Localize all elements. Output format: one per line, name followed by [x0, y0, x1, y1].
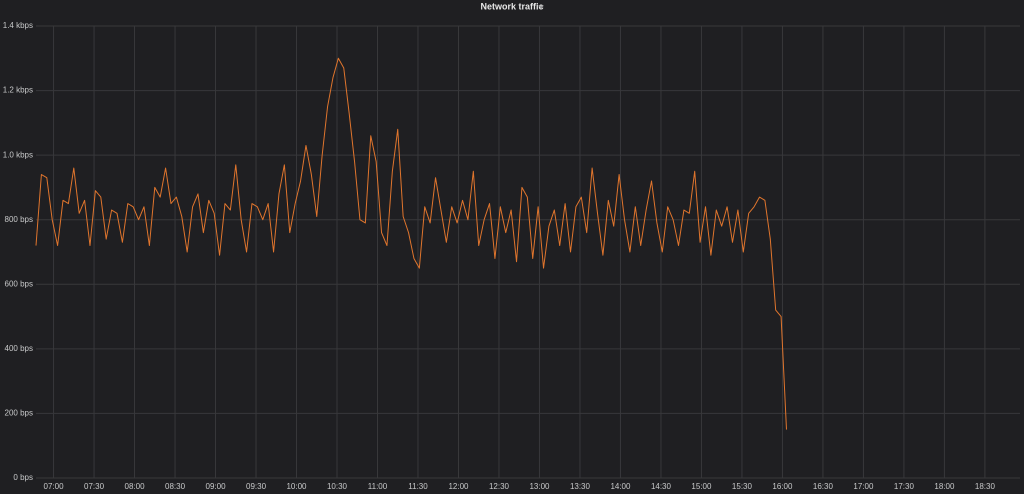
y-tick-label: 1.4 kbps: [3, 21, 33, 30]
y-tick-label: 0 bps: [13, 473, 33, 482]
series-line: [35, 57, 787, 430]
y-tick-label: 1.0 kbps: [3, 150, 33, 159]
y-tick-label: 800 bps: [5, 215, 33, 224]
x-tick-label: 14:30: [651, 482, 672, 491]
y-tick-label: 200 bps: [5, 409, 33, 418]
x-tick-label: 16:00: [772, 482, 793, 491]
x-tick-label: 13:30: [570, 482, 591, 491]
x-tick-label: 12:30: [489, 482, 510, 491]
title-caret[interactable]: [538, 5, 544, 9]
x-tick-label: 18:30: [975, 482, 996, 491]
x-tick-label: 11:30: [408, 482, 428, 491]
x-tick-label: 18:00: [934, 482, 955, 491]
x-tick-label: 11:00: [368, 482, 388, 491]
x-tick-label: 12:00: [448, 482, 469, 491]
y-tick-label: 400 bps: [5, 344, 33, 353]
x-tick-label: 08:30: [165, 482, 186, 491]
x-tick-label: 08:00: [125, 482, 146, 491]
x-tick-label: 17:30: [894, 482, 915, 491]
chart-title[interactable]: Network traffic: [480, 1, 543, 11]
x-tick-label: 07:30: [84, 482, 105, 491]
x-tick-label: 15:00: [691, 482, 712, 491]
x-tick-label: 09:30: [246, 482, 267, 491]
x-tick-label: 17:00: [853, 482, 874, 491]
x-tick-label: 07:00: [44, 482, 65, 491]
x-tick-label: 15:30: [732, 482, 753, 491]
x-tick-label: 16:30: [813, 482, 834, 491]
y-tick-label: 600 bps: [5, 279, 33, 288]
y-tick-label: 1.2 kbps: [3, 86, 33, 95]
x-tick-label: 10:00: [286, 482, 307, 491]
x-tick-label: 14:00: [610, 482, 631, 491]
x-tick-label: 13:00: [529, 482, 550, 491]
x-tick-label: 09:00: [206, 482, 227, 491]
x-tick-label: 10:30: [327, 482, 348, 491]
